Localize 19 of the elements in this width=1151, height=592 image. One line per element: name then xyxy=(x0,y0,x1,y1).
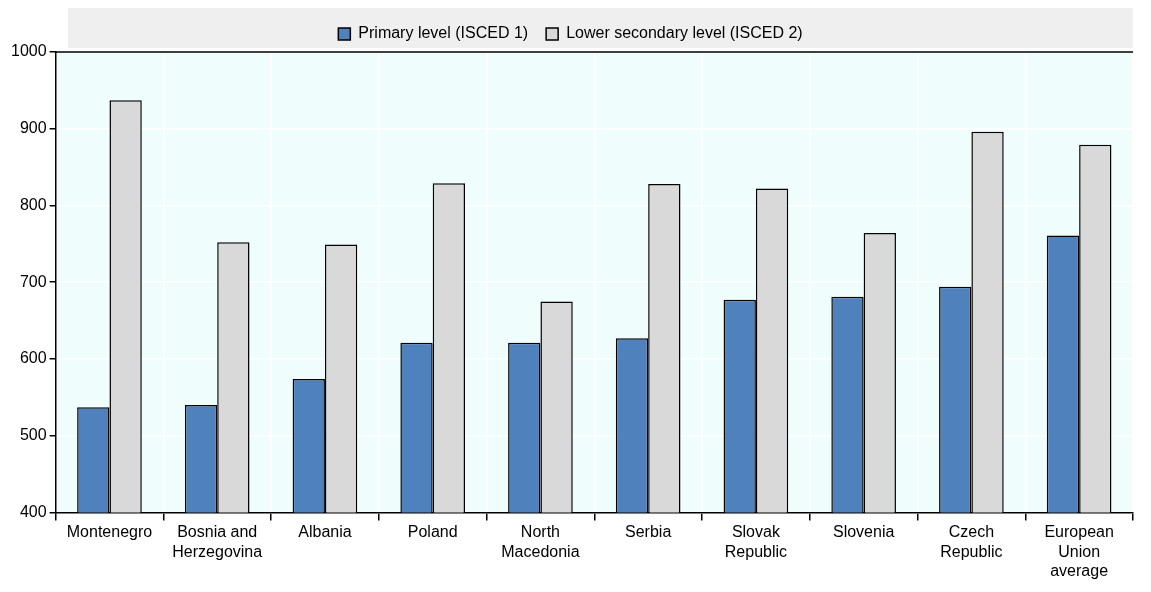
x-tick-label: Albania xyxy=(298,523,352,541)
x-tick-label: Slovenia xyxy=(832,523,895,541)
y-tick-label: 600 xyxy=(19,349,47,367)
x-tick-label: Czech Republic xyxy=(940,523,1003,560)
y-tick-label: 500 xyxy=(19,426,47,444)
y-tick-label: 400 xyxy=(19,502,47,520)
x-tick-label: Poland xyxy=(407,523,458,541)
y-tick-label: 800 xyxy=(19,195,47,213)
x-tick-label: Serbia xyxy=(625,523,672,541)
y-tick-label: 1000 xyxy=(11,42,47,60)
x-tick-label: European Union average xyxy=(1044,523,1114,579)
legend-label: Lower secondary level (ISCED 2) xyxy=(566,24,803,42)
x-tick-label: Bosnia and Herzegovina xyxy=(172,523,263,560)
y-tick-label: 700 xyxy=(19,272,47,290)
x-tick-label: North Macedonia xyxy=(501,523,580,560)
y-tick-label: 900 xyxy=(19,119,47,137)
x-tick-label: Montenegro xyxy=(66,523,153,541)
legend-label: Primary level (ISCED 1) xyxy=(358,24,529,42)
x-tick-label: Slovak Republic xyxy=(724,523,788,560)
